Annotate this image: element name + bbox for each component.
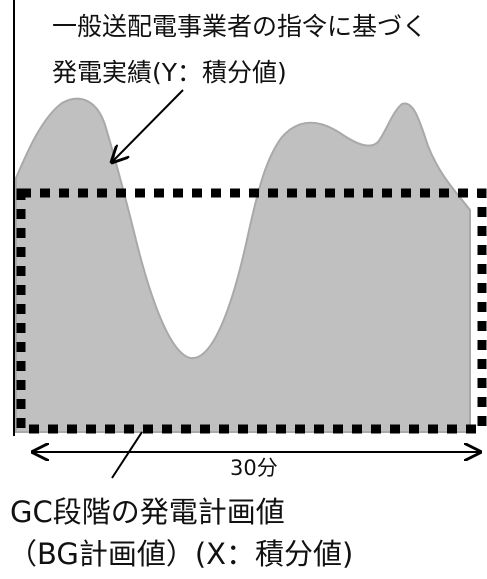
plan-value-label-line2: （BG計画値）(X：積分値): [8, 537, 354, 571]
generation-output-curve: [15, 97, 471, 433]
duration-label: 30分: [230, 456, 278, 480]
actual-result-label-line2: 発電実績(Y：積分値): [52, 58, 287, 87]
actual-result-label-line1: 一般送配電事業者の指令に基づく: [52, 12, 428, 41]
actual-annotation-arrow-icon: [112, 89, 184, 162]
plan-annotation-line: [111, 431, 143, 479]
plan-value-label-line1: GC段階の発電計画値: [10, 495, 285, 529]
plan-value-box: [16, 188, 487, 434]
